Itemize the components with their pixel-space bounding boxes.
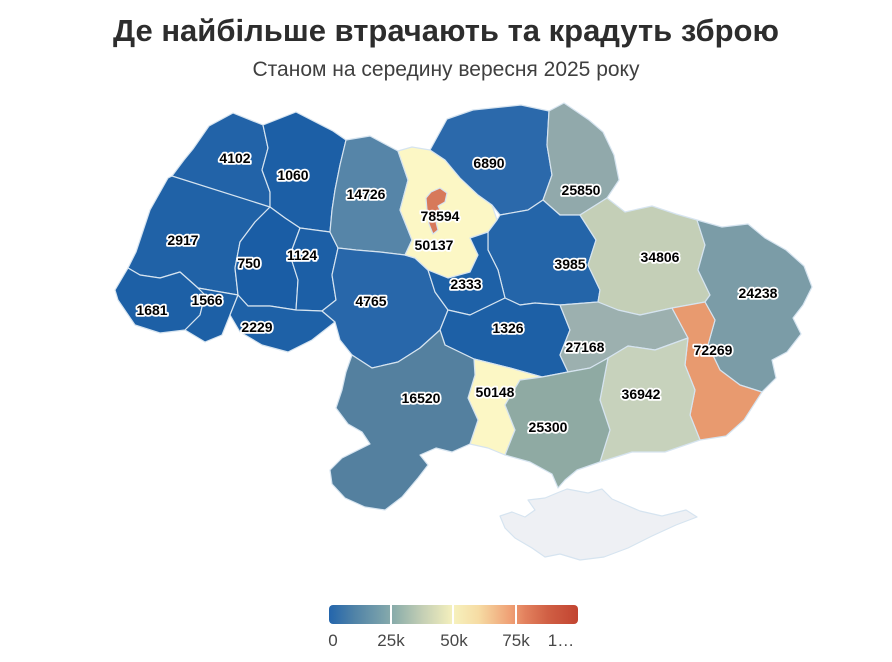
region-value-label-chernihiv: 6890 — [473, 155, 504, 171]
header: Де найбільше втрачають та крадуть зброю … — [0, 13, 892, 82]
page-subtitle: Станом на середину вересня 2025 року — [252, 58, 640, 82]
region-value-label-odesa: 16520 — [402, 390, 441, 406]
region-khmelnytskyi[interactable] — [289, 227, 339, 312]
legend-tick-75k: 75k — [502, 631, 530, 650]
legend-tick-100k: 1… — [547, 631, 575, 650]
region-odesa[interactable] — [329, 329, 479, 511]
region-value-label-lviv: 2917 — [167, 232, 198, 248]
region-kherson[interactable] — [504, 357, 611, 489]
region-luhansk[interactable] — [696, 219, 813, 393]
region-value-label-kyiv-city: 78594 — [421, 208, 460, 224]
page-title: Де найбільше втрачають та крадуть зброю — [113, 13, 779, 48]
region-value-label-vinnytsia: 4765 — [355, 293, 386, 309]
region-value-label-sumy: 25850 — [562, 182, 601, 198]
region-kyiv-city[interactable] — [425, 187, 448, 235]
region-value-label-ivano-frankivsk: 1566 — [191, 292, 222, 308]
region-crimea[interactable] — [499, 488, 698, 561]
region-value-label-ternopil: 750 — [237, 255, 261, 271]
region-value-label-cherkasy: 2333 — [450, 276, 481, 292]
region-value-label-chernivtsi: 2229 — [241, 319, 272, 335]
legend-separator — [390, 605, 392, 624]
region-value-label-volyn: 4102 — [219, 150, 250, 166]
region-value-label-poltava: 3985 — [554, 256, 585, 272]
legend-tick-25k: 25k — [377, 631, 405, 650]
legend-tick-0: 0 — [328, 631, 338, 650]
region-value-label-zakarpattia: 1681 — [136, 302, 167, 318]
region-value-label-kharkiv: 34806 — [641, 249, 680, 265]
region-value-label-mykolaiv: 50148 — [476, 384, 515, 400]
region-value-label-zhytomyr: 14726 — [347, 186, 386, 202]
region-chernivtsi[interactable] — [229, 294, 336, 353]
region-value-label-zaporizhzhia: 36942 — [622, 386, 661, 402]
color-scale-legend: 0 25k 50k 75k 1… — [328, 605, 578, 657]
region-cherkasy[interactable] — [427, 231, 506, 316]
legend-separator — [515, 605, 517, 624]
region-value-label-khmelnytskyi: 1124 — [287, 247, 318, 263]
legend-separator — [452, 605, 454, 624]
region-value-label-kirovohrad: 1326 — [492, 320, 523, 336]
region-value-label-donetsk: 72269 — [694, 342, 733, 358]
region-value-label-luhansk: 24238 — [739, 285, 778, 301]
region-value-label-rivne: 1060 — [277, 167, 308, 183]
region-value-label-kyiv-oblast: 50137 — [415, 237, 454, 253]
legend-tick-labels: 0 25k 50k 75k 1… — [328, 631, 578, 653]
region-value-label-kherson: 25300 — [529, 419, 568, 435]
region-value-label-dnipropetrovsk: 27168 — [566, 339, 605, 355]
legend-gradient-bar — [329, 605, 578, 624]
legend-tick-50k: 50k — [440, 631, 468, 650]
